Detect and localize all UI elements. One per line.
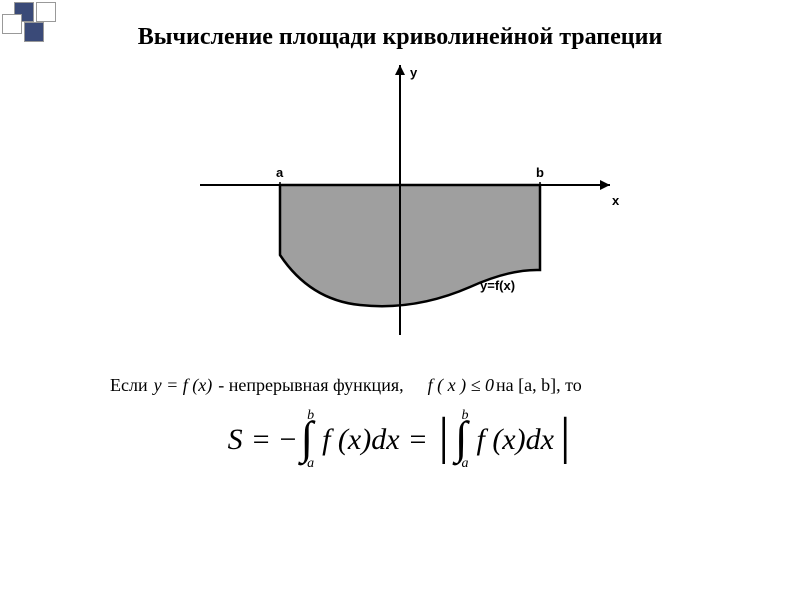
integrand-1: f (x)dx (322, 423, 399, 457)
cond-mid: - непрерывная функция, (218, 375, 403, 396)
formula-minus: − (280, 423, 297, 457)
int-lower: a (307, 457, 314, 471)
deco-square (36, 2, 56, 22)
integral-2: ∫ b a (455, 415, 469, 465)
cond-eqn: y = f (x) (154, 375, 213, 396)
label-a: a (276, 165, 284, 180)
cond-prefix: Если (110, 375, 148, 396)
label-b: b (536, 165, 544, 180)
label-y: y (410, 65, 418, 80)
label-curve: y=f(x) (480, 278, 515, 293)
int-upper: b (307, 409, 314, 423)
abs-bar-right: | (560, 411, 570, 463)
condition-text: Если y = f (x) - непрерывная функция, f … (110, 375, 760, 396)
cond-on: на [a, b], то (496, 375, 582, 396)
deco-square (2, 14, 22, 34)
label-x: x (612, 193, 620, 208)
abs-bar-left: | (438, 411, 448, 463)
formula-eq2: = (410, 423, 427, 457)
integral-1: ∫ b a (300, 415, 314, 465)
formula-eq: = (253, 423, 270, 457)
curvilinear-trapezoid-graph: y x a b y=f(x) (170, 55, 630, 345)
graph-container: y x a b y=f(x) (40, 55, 760, 345)
cond-fx: f ( x ) ≤ 0 (428, 375, 494, 396)
y-axis-arrow-icon (395, 65, 405, 75)
int-lower-2: a (461, 457, 468, 471)
formula-S: S (228, 423, 243, 457)
deco-square (24, 22, 44, 42)
int-upper-2: b (461, 409, 468, 423)
area-formula: S = − ∫ b a f (x)dx = | ∫ b a f (x)dx | (40, 414, 760, 466)
page-title: Вычисление площади криволинейной трапеци… (40, 24, 760, 51)
x-axis-arrow-icon (600, 180, 610, 190)
integrand-2: f (x)dx (476, 423, 553, 457)
